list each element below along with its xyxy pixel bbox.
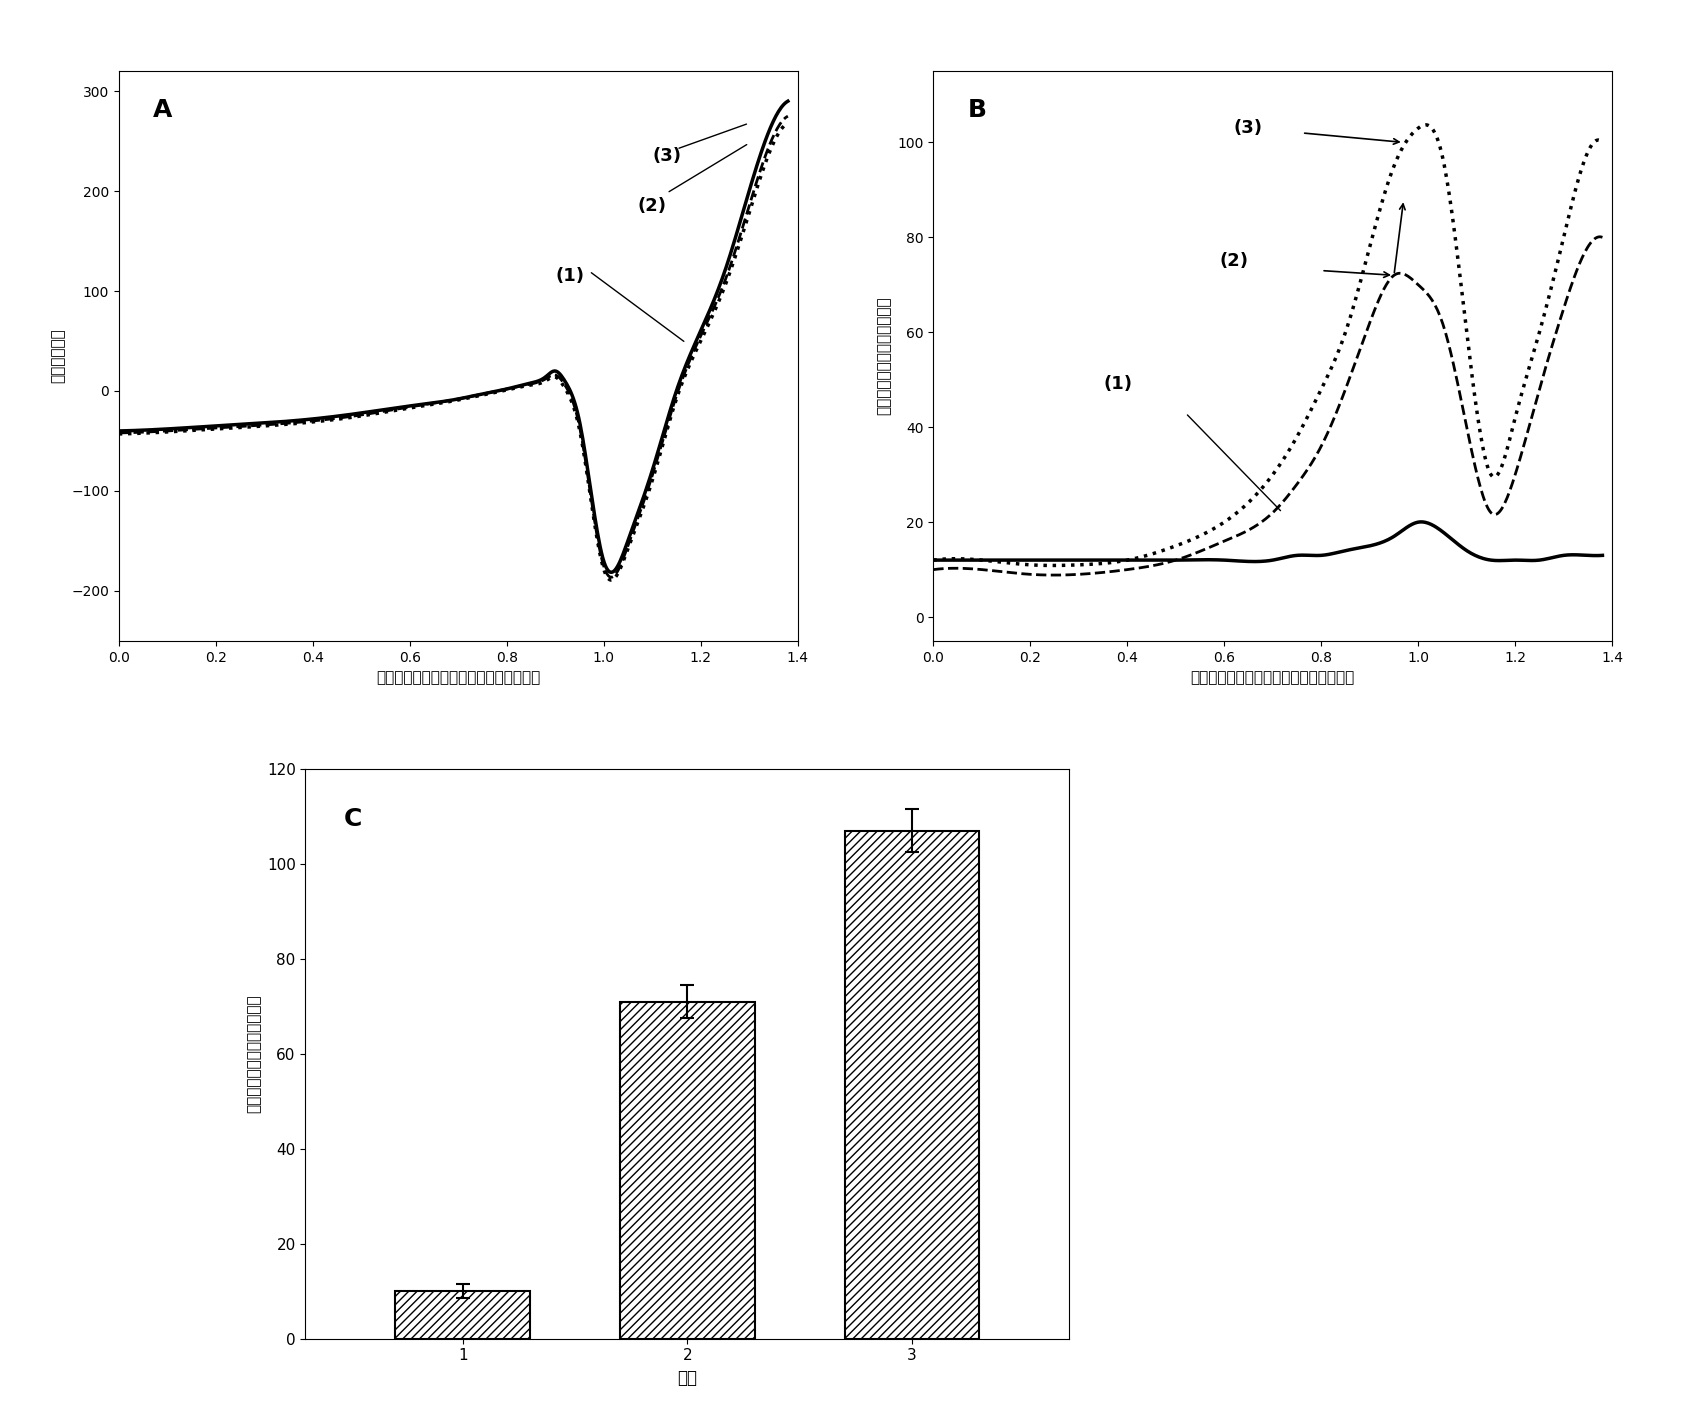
Text: (2): (2) <box>1220 252 1249 269</box>
Text: A: A <box>153 98 171 122</box>
Text: (1): (1) <box>1103 376 1132 393</box>
Text: C: C <box>343 807 361 832</box>
X-axis label: 样品: 样品 <box>677 1368 697 1387</box>
Text: B: B <box>967 98 986 122</box>
Text: (3): (3) <box>1234 120 1263 137</box>
Text: (3): (3) <box>652 147 680 165</box>
Y-axis label: 电化学发光强度（任意单位）: 电化学发光强度（任意单位） <box>877 296 891 416</box>
Bar <box>619 1001 755 1339</box>
Y-axis label: 电流（微安）: 电流（微安） <box>51 329 66 383</box>
Text: (1): (1) <box>555 268 584 285</box>
Bar <box>395 1292 529 1339</box>
X-axis label: 扯描电位（以銀／氯化銀作为参比电极）: 扯描电位（以銀／氯化銀作为参比电极） <box>377 671 540 685</box>
Bar <box>845 830 979 1339</box>
Text: (2): (2) <box>638 197 667 215</box>
Y-axis label: 电化学发光强度（任意单位）: 电化学发光强度（任意单位） <box>246 994 261 1114</box>
X-axis label: 扯描电位（以銀／氯化銀作为参比电极）: 扯描电位（以銀／氯化銀作为参比电极） <box>1191 671 1354 685</box>
